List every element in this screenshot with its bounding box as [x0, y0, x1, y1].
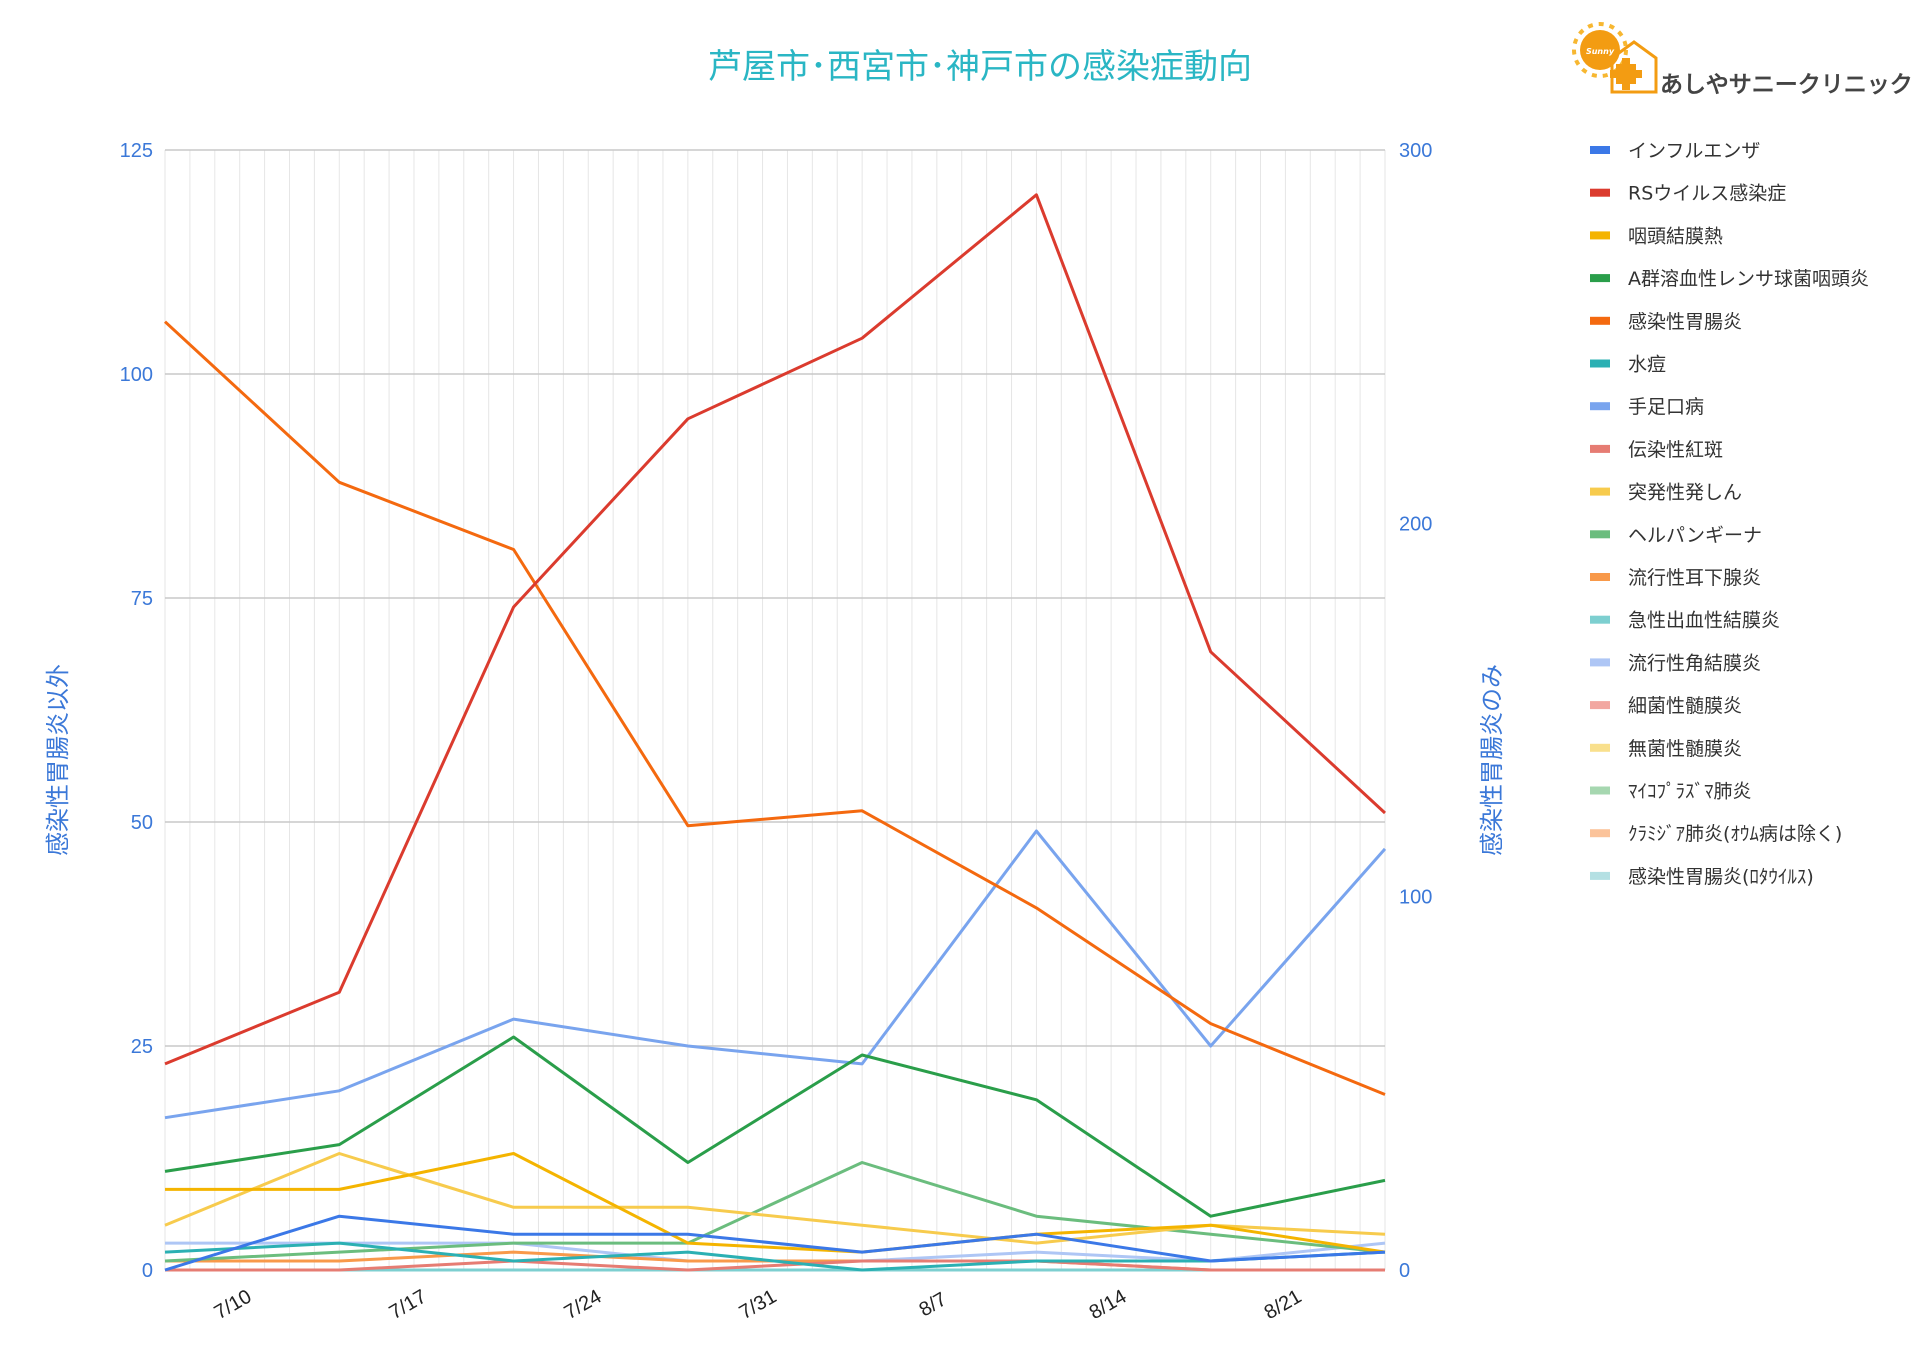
- chart-title: 芦屋市･西宮市･神戸市の感染症動向: [708, 47, 1252, 87]
- y-tick-right: 200: [1399, 513, 1432, 535]
- clinic-logo: Sunny あしやサニークリニック: [1572, 22, 1913, 98]
- legend-swatch: [1590, 188, 1610, 197]
- series-line: [164, 1161, 1386, 1263]
- legend-label: ﾏｲｺﾌﾟﾗｽﾞﾏ肺炎: [1628, 781, 1752, 803]
- legend-label: 伝染性紅斑: [1628, 439, 1723, 461]
- x-tick: 8/21: [1261, 1286, 1306, 1325]
- legend-swatch: [1590, 658, 1610, 667]
- legend-label: 咽頭結膜熱: [1628, 225, 1723, 247]
- series-line: [163, 320, 1386, 1096]
- y-tick-left: 50: [131, 812, 153, 834]
- legend-label: ｸﾗﾐｼﾞｱ肺炎(ｵｳﾑ病は除く): [1628, 823, 1842, 845]
- y-axis-left-label: 感染性胃腸炎以外: [44, 664, 72, 856]
- x-tick: 8/7: [915, 1288, 950, 1321]
- series-line: [164, 1152, 1386, 1245]
- legend-label: 細菌性髄膜炎: [1628, 695, 1742, 717]
- series-line: [165, 1259, 1385, 1272]
- y-tick-right: 100: [1399, 887, 1432, 909]
- legend-swatch: [1590, 743, 1610, 752]
- legend-swatch: [1590, 316, 1610, 325]
- y-axis-left: 0 25 50 75 100 125: [120, 140, 153, 1282]
- x-tick: 8/14: [1086, 1286, 1131, 1325]
- legend-label: インフルエンザ: [1628, 140, 1760, 162]
- legend-label: 水痘: [1628, 354, 1666, 376]
- legend-label: 流行性耳下腺炎: [1628, 567, 1761, 589]
- logo-text: Sunny: [1586, 47, 1615, 56]
- series-lines: [163, 193, 1387, 1272]
- legend-swatch: [1590, 231, 1610, 240]
- legend-swatch: [1590, 871, 1610, 880]
- house-cross-icon: [1610, 40, 1658, 94]
- series-line: [164, 829, 1387, 1120]
- legend-label: RSウイルス感染症: [1628, 183, 1786, 205]
- legend-label: 急性出血性結膜炎: [1628, 610, 1780, 632]
- legend-label: 流行性角結膜炎: [1628, 652, 1761, 674]
- legend-label: 感染性胃腸炎(ﾛﾀｳｲﾙｽ): [1628, 866, 1814, 888]
- legend-swatch: [1590, 487, 1610, 496]
- x-tick: 7/31: [736, 1286, 781, 1325]
- y-tick-left: 25: [131, 1036, 153, 1058]
- series-line: [164, 1214, 1386, 1272]
- y-tick-left: 0: [142, 1260, 153, 1282]
- y-tick-right: 0: [1399, 1260, 1410, 1282]
- y-tick-left: 75: [131, 588, 153, 610]
- x-tick: 7/10: [211, 1286, 256, 1325]
- gridlines: [164, 149, 1386, 1271]
- x-tick: 7/17: [386, 1286, 431, 1325]
- y-axis-right-label: 感染性胃腸炎のみ: [1478, 664, 1506, 856]
- x-tick: 7/24: [561, 1286, 606, 1325]
- legend-label: 手足口病: [1628, 396, 1704, 418]
- legend-swatch: [1590, 573, 1610, 581]
- legend-swatch: [1590, 359, 1610, 368]
- legend-swatch: [1590, 701, 1610, 710]
- legend-swatch: [1590, 530, 1610, 539]
- legend-swatch: [1590, 444, 1610, 453]
- series-line: [165, 1152, 1386, 1254]
- clinic-name: あしやサニークリニック: [1660, 72, 1913, 98]
- legend-swatch: [1590, 402, 1610, 411]
- legend-label: 突発性発しん: [1628, 482, 1742, 504]
- legend-swatch: [1590, 829, 1610, 838]
- y-axis-right: 0 100 200 300: [1399, 140, 1432, 1282]
- legend-swatch: [1590, 615, 1610, 624]
- legend-swatch: [1590, 786, 1610, 795]
- legend-swatch: [1590, 274, 1610, 283]
- legend-label: 感染性胃腸炎: [1628, 311, 1742, 333]
- y-tick-left: 125: [120, 140, 153, 162]
- series-line: [164, 193, 1387, 1066]
- legend-swatch: [1590, 146, 1610, 154]
- series-line: [164, 1241, 1386, 1272]
- legend-label: 無菌性髄膜炎: [1628, 738, 1742, 760]
- y-tick-right: 300: [1399, 140, 1432, 162]
- legend-label: A群溶血性レンサ球菌咽頭炎: [1628, 268, 1869, 290]
- legend-label: ヘルパンギーナ: [1628, 524, 1762, 546]
- y-tick-left: 100: [120, 364, 153, 386]
- series-line: [164, 1035, 1386, 1218]
- x-axis: 7/10 7/17 7/24 7/31 8/7 8/14 8/21: [165, 1269, 1385, 1325]
- sun-icon: Sunny: [1572, 22, 1628, 78]
